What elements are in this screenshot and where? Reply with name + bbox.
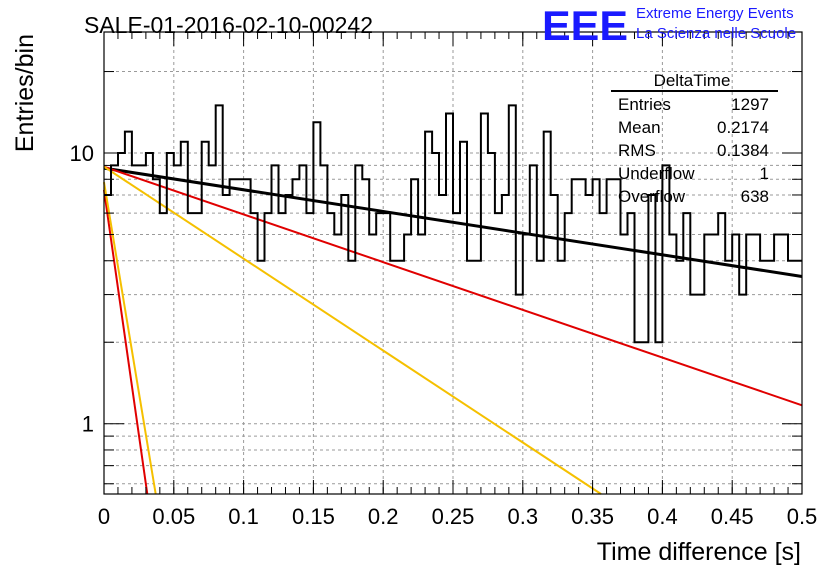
eee-logo-line1: Extreme Energy Events [636, 5, 794, 22]
x-tick-label: 0.05 [152, 504, 195, 529]
y-tick-label: 1 [82, 412, 94, 437]
stats-label: RMS [618, 141, 656, 160]
stats-value: 1 [760, 164, 769, 183]
stats-value: 638 [741, 187, 769, 206]
x-axis-label: Time difference [s] [597, 538, 801, 566]
stats-label: Overflow [618, 187, 686, 206]
stats-value: 0.2174 [717, 118, 769, 137]
x-tick-label: 0.25 [432, 504, 475, 529]
eee-logo-mark: EEE [542, 2, 628, 49]
stats-label: Entries [618, 95, 671, 114]
chart-title: SALE-01-2016-02-10-00242 [84, 12, 373, 38]
fit-curve [103, 166, 803, 278]
stats-rows: Entries 1297 Mean 0.2174 RMS 0.1384 Underflow 1… [618, 95, 769, 206]
y-axis-label: Entries/bin [11, 34, 39, 152]
plot-frame [103, 31, 803, 495]
stats-label: Underflow [618, 164, 695, 183]
stats-label: Mean [618, 118, 661, 137]
x-tick-label: 0.35 [571, 504, 614, 529]
x-tick-label: 0 [98, 504, 110, 529]
stats-value: 0.1384 [717, 141, 769, 160]
histogram-series [104, 104, 802, 344]
x-tick-label: 0.1 [228, 504, 259, 529]
x-tick-label: 0.3 [508, 504, 539, 529]
eee-logo-line2: La Scienza nelle Scuole [636, 25, 796, 42]
fit-curve [103, 165, 803, 407]
tick-labels: 0 0.05 0.1 0.15 0.2 0.25 0.3 0.35 0.4 0.45 0.5 1 10 [70, 141, 818, 529]
x-tick-label: 0.5 [787, 504, 818, 529]
stats-value: 1297 [731, 95, 769, 114]
y-tick-label: 10 [70, 141, 94, 166]
fit-curve [103, 165, 602, 495]
histogram-line [104, 104, 802, 344]
fit-curve [103, 189, 149, 495]
x-tick-label: 0.15 [292, 504, 335, 529]
x-tick-label: 0.4 [647, 504, 678, 529]
stats-box: DeltaTime Entries 1297 Mean 0.2174 RMS 0.1384… [611, 71, 778, 206]
stats-title: DeltaTime [654, 71, 731, 90]
x-tick-label: 0.45 [711, 504, 754, 529]
eee-logo: EEE Extreme Energy Events La Scienza nel… [542, 2, 796, 49]
x-tick-label: 0.2 [368, 504, 399, 529]
